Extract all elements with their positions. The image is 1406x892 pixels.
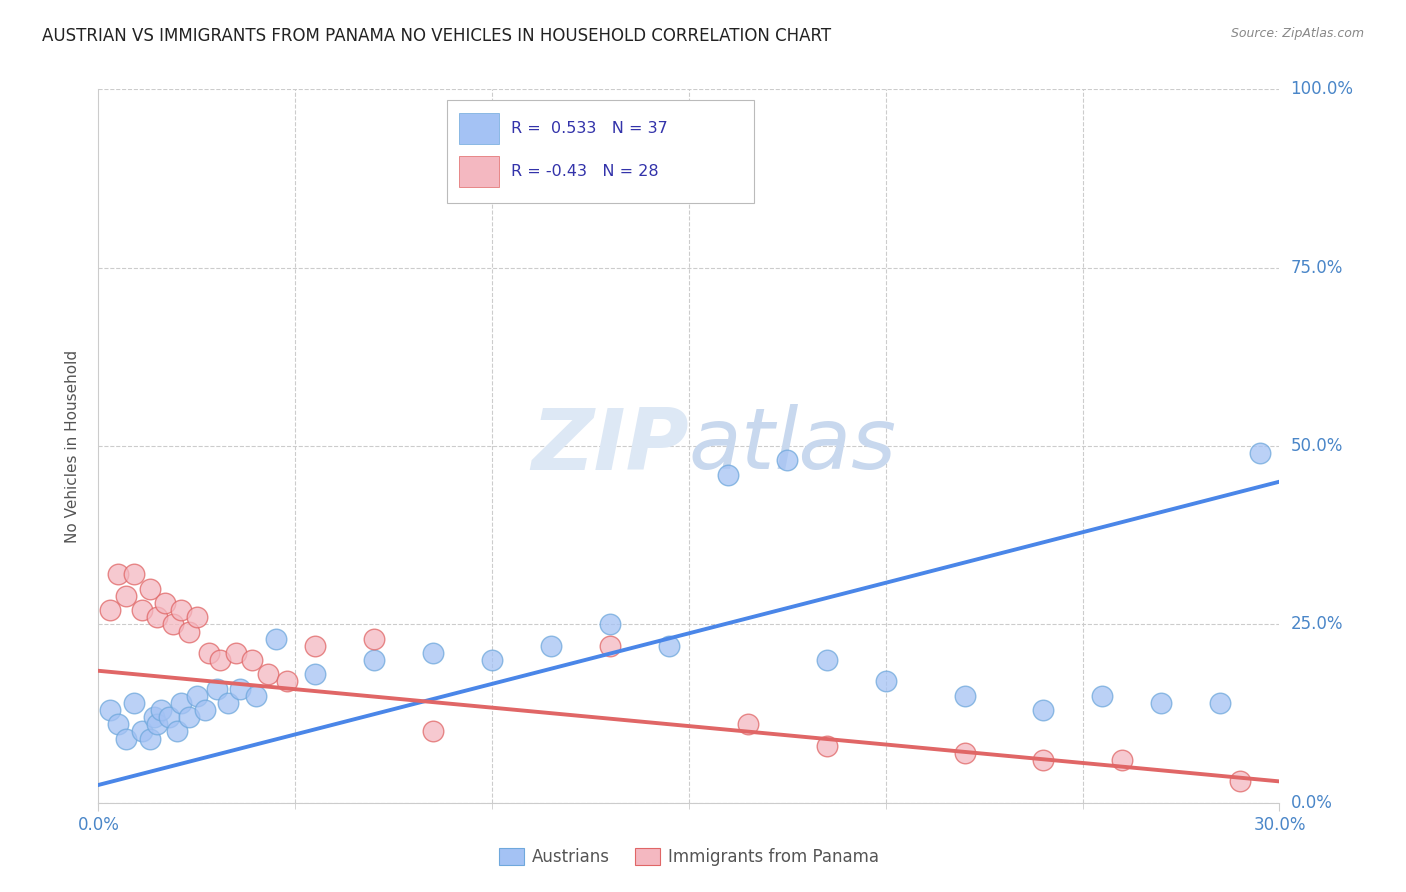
Point [170,603,193,617]
Point [737,717,759,731]
Point [146,717,169,731]
Text: R =  0.533   N = 37: R = 0.533 N = 37 [510,121,668,136]
Point [131,724,153,739]
FancyBboxPatch shape [447,100,754,203]
Point [422,724,444,739]
Point [481,653,503,667]
Text: AUSTRIAN VS IMMIGRANTS FROM PANAMA NO VEHICLES IN HOUSEHOLD CORRELATION CHART: AUSTRIAN VS IMMIGRANTS FROM PANAMA NO VE… [42,27,831,45]
Point [1249,446,1271,460]
Point [363,632,385,646]
Point [138,582,160,596]
Point [177,624,200,639]
Point [186,610,208,624]
Point [107,567,129,582]
Point [197,646,219,660]
Point [194,703,217,717]
Legend: Austrians, Immigrants from Panama: Austrians, Immigrants from Panama [492,841,886,873]
Point [953,746,976,760]
Point [540,639,562,653]
Point [1032,753,1054,767]
Point [162,617,184,632]
Point [166,724,188,739]
Point [363,653,385,667]
Text: Source: ZipAtlas.com: Source: ZipAtlas.com [1230,27,1364,40]
Y-axis label: No Vehicles in Household: No Vehicles in Household [65,350,80,542]
Point [875,674,897,689]
Point [1150,696,1173,710]
Point [209,653,232,667]
Point [599,639,621,653]
Point [599,617,621,632]
Point [304,667,326,681]
Point [122,567,145,582]
Text: ZIP: ZIP [531,404,689,488]
Point [658,639,681,653]
Point [229,681,252,696]
Point [146,610,169,624]
Point [304,639,326,653]
Point [205,681,228,696]
Point [1091,689,1114,703]
Point [1111,753,1133,767]
Point [177,710,200,724]
Point [131,603,153,617]
Text: 0.0%: 0.0% [1291,794,1333,812]
Point [157,710,180,724]
Point [98,603,121,617]
Point [170,696,193,710]
Point [1229,774,1251,789]
Text: 25.0%: 25.0% [1291,615,1343,633]
Point [953,689,976,703]
Point [276,674,298,689]
Point [1209,696,1232,710]
Point [815,739,838,753]
Point [122,696,145,710]
Point [264,632,287,646]
Point [186,689,208,703]
Text: R = -0.43   N = 28: R = -0.43 N = 28 [510,164,658,178]
Point [155,596,177,610]
Point [240,653,263,667]
FancyBboxPatch shape [458,155,499,187]
Point [717,467,740,482]
Point [225,646,247,660]
Point [150,703,173,717]
Point [815,653,838,667]
Point [245,689,267,703]
Point [256,667,278,681]
Point [776,453,799,467]
Point [422,646,444,660]
Point [98,703,121,717]
FancyBboxPatch shape [458,112,499,145]
Point [115,731,138,746]
Point [1032,703,1054,717]
Point [142,710,165,724]
Point [107,717,129,731]
Text: 50.0%: 50.0% [1291,437,1343,455]
Point [138,731,160,746]
Text: 75.0%: 75.0% [1291,259,1343,277]
Point [115,589,138,603]
Text: atlas: atlas [689,404,897,488]
Text: 100.0%: 100.0% [1291,80,1354,98]
Point [217,696,239,710]
